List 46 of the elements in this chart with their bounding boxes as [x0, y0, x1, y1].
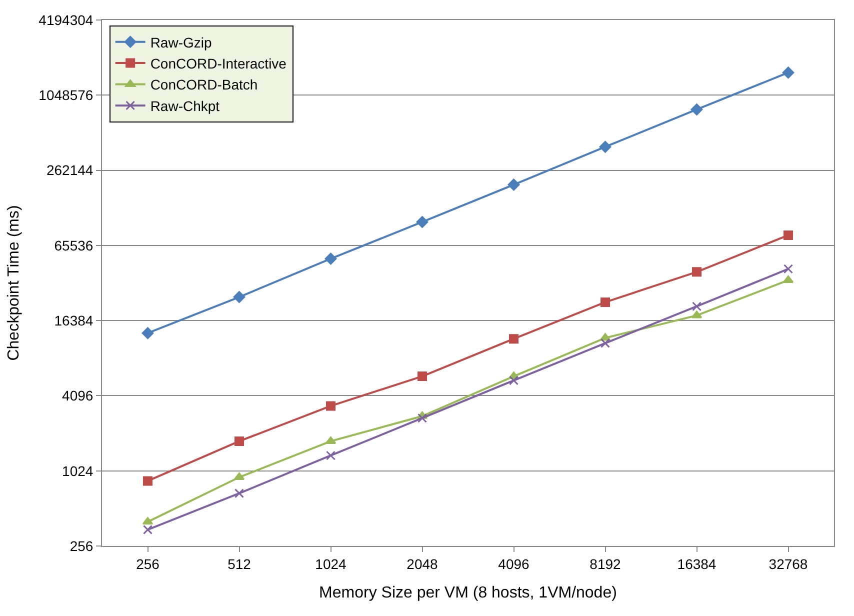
point [233, 291, 246, 303]
y-tick-label: 1048576 [38, 87, 94, 104]
x-tick-label: 2048 [406, 556, 438, 572]
x-tick-label: 8192 [590, 556, 622, 572]
y-tick-label: 16384 [54, 312, 94, 328]
legend-label: ConCORD-Interactive [150, 56, 287, 72]
point [142, 327, 154, 340]
point [600, 338, 610, 348]
point [509, 376, 518, 386]
y-tick-label: 256 [70, 538, 94, 554]
point [324, 252, 337, 265]
point [143, 524, 152, 534]
y-tick-label: 262144 [46, 162, 94, 178]
x-tick-label: 512 [228, 556, 252, 572]
legend-label: ConCORD-Batch [150, 76, 258, 93]
point [599, 140, 612, 153]
legend-label: Raw-Chkpt [150, 98, 220, 114]
point [234, 436, 244, 446]
point [784, 230, 793, 240]
point [143, 476, 152, 486]
point [416, 216, 428, 228]
point [418, 413, 427, 423]
y-tick-label: 1024 [62, 462, 94, 479]
x-tick-label: 1024 [315, 556, 347, 572]
x-axis-title: Memory Size per VM (8 hosts, 1VM/node) [319, 584, 617, 602]
point [509, 334, 518, 344]
y-tick-label: 4096 [62, 388, 94, 404]
point [234, 488, 244, 498]
point [508, 178, 520, 191]
point [692, 302, 702, 312]
legend-label: Raw-Gzip [150, 34, 212, 50]
point [326, 401, 336, 411]
y-tick-label: 4194304 [38, 12, 94, 28]
point [782, 66, 794, 79]
point [418, 372, 427, 382]
point [690, 104, 703, 116]
point [784, 264, 793, 274]
point [326, 450, 336, 460]
x-tick-label: 32768 [768, 556, 808, 572]
y-axis-title: Checkpoint Time (ms) [6, 205, 23, 361]
x-tick-label: 4096 [498, 556, 530, 572]
y-tick-label: 65536 [54, 237, 94, 254]
x-tick-label: 16384 [677, 556, 716, 572]
x-tick-label: 256 [136, 556, 160, 572]
point [692, 267, 702, 277]
point [600, 297, 610, 307]
